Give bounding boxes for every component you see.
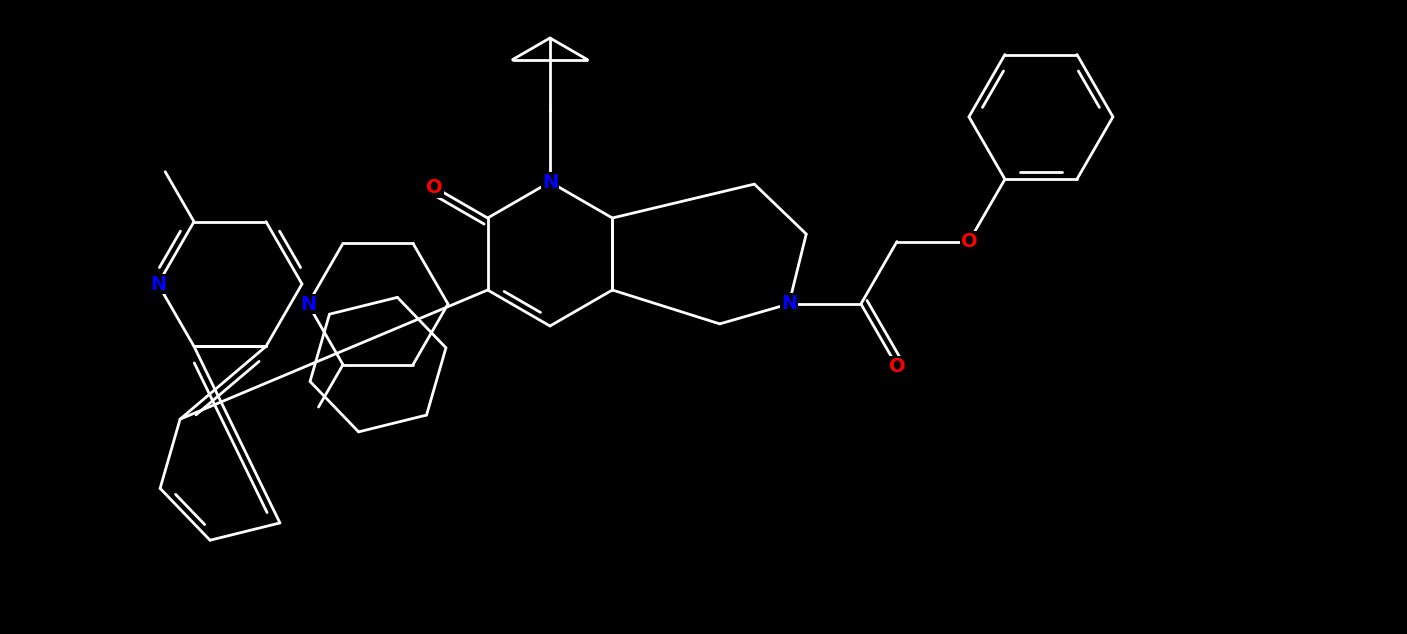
Text: O: O (961, 232, 978, 251)
Text: O: O (889, 357, 905, 376)
Text: N: N (300, 295, 317, 313)
Text: O: O (426, 178, 443, 197)
Text: N: N (542, 172, 559, 191)
Text: N: N (151, 275, 166, 294)
Text: N: N (781, 294, 798, 313)
